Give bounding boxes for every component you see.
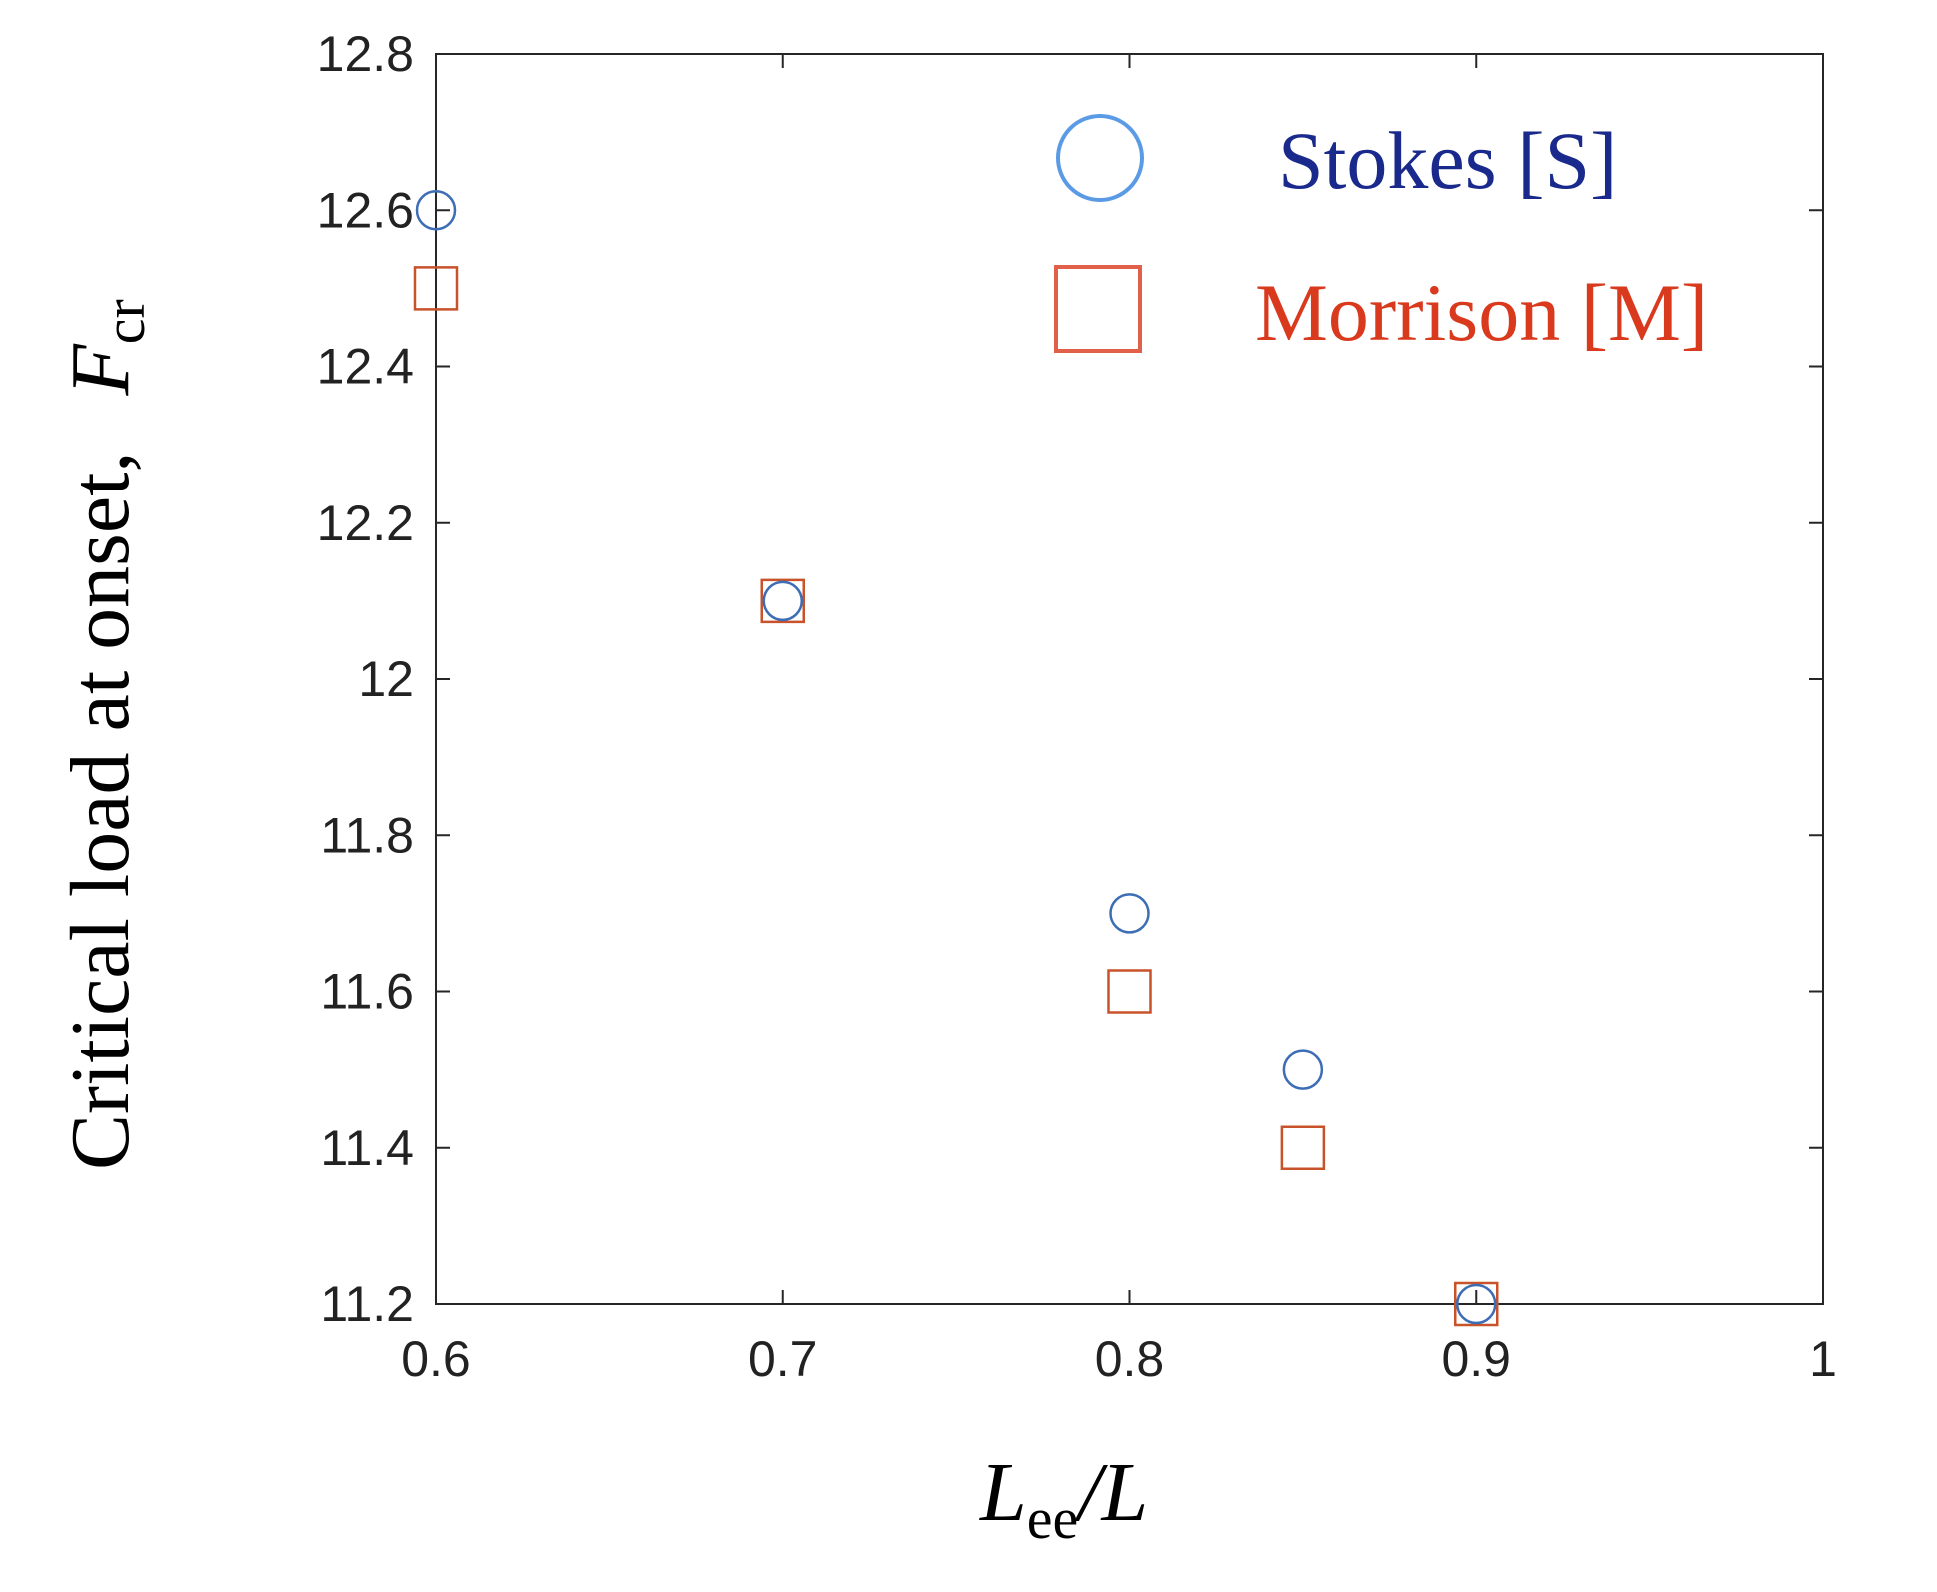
y-axis-label-text: Critical load at onset, xyxy=(54,452,147,1170)
data-point-square xyxy=(1454,1281,1499,1327)
legend-label-stokes: Stokes [S] xyxy=(1278,115,1617,206)
data-point-circle xyxy=(415,190,457,231)
x-tick-label: 0.8 xyxy=(1095,1331,1165,1387)
y-tick-label: 11.2 xyxy=(320,1276,414,1332)
x-tick-label: 0.9 xyxy=(1441,1331,1511,1387)
legend-circle-marker xyxy=(1056,114,1144,202)
y-tick-label: 12.6 xyxy=(317,182,414,238)
data-point-circle xyxy=(1456,1283,1497,1325)
y-tick-label: 12.8 xyxy=(317,26,414,82)
data-point-square xyxy=(413,266,459,311)
y-tick-label: 11.4 xyxy=(320,1120,414,1176)
data-point-circle xyxy=(762,580,803,622)
data-point-square xyxy=(760,578,805,624)
x-tick-label: 1 xyxy=(1809,1331,1837,1387)
axes: 0.6 0.7 0.8 0.9 1 11.2 11.4 11.6 11.8 12 12.2 12.4 1… xyxy=(317,26,1837,1387)
y-axis-label-symbol: F xyxy=(54,343,147,397)
legend: Stokes [S] Morrison [M] xyxy=(1054,114,1708,358)
svg-text:Lee/L: Lee/L xyxy=(979,1446,1148,1551)
y-tick-label: 12.2 xyxy=(317,495,414,551)
x-tick-label: 0.6 xyxy=(401,1331,471,1387)
x-axis-label-symbol: L xyxy=(979,1446,1027,1539)
y-tick-label: 11.6 xyxy=(320,964,414,1020)
x-axis-label-suffix: /L xyxy=(1074,1446,1148,1539)
data-point-circle xyxy=(1109,893,1150,934)
svg-text:Critical load at onset,Fcr: Critical load at onset, Fcr xyxy=(54,299,157,1170)
data-point-square xyxy=(1107,969,1152,1014)
y-axis-label: Critical load at onset, Fcr xyxy=(54,299,157,1170)
y-axis-label-subscript: cr xyxy=(92,299,157,344)
legend-square-marker xyxy=(1054,265,1142,353)
legend-entry-morrison: Morrison [M] xyxy=(1054,265,1708,358)
y-tick-label: 12 xyxy=(358,651,414,707)
y-tick-label: 12.4 xyxy=(317,339,414,395)
x-axis-label-subscript: ee xyxy=(1027,1486,1079,1551)
y-tick-label: 11.8 xyxy=(320,807,414,863)
legend-label-morrison: Morrison [M] xyxy=(1255,267,1708,358)
x-tick-label: 0.7 xyxy=(748,1331,818,1387)
plot-area-frame xyxy=(435,53,1824,1305)
x-axis-label: Lee/L xyxy=(979,1446,1148,1551)
data-marks xyxy=(413,190,1499,1327)
data-point-square xyxy=(1280,1125,1326,1170)
legend-entry-stokes: Stokes [S] xyxy=(1056,114,1617,206)
data-point-circle xyxy=(1282,1049,1324,1090)
